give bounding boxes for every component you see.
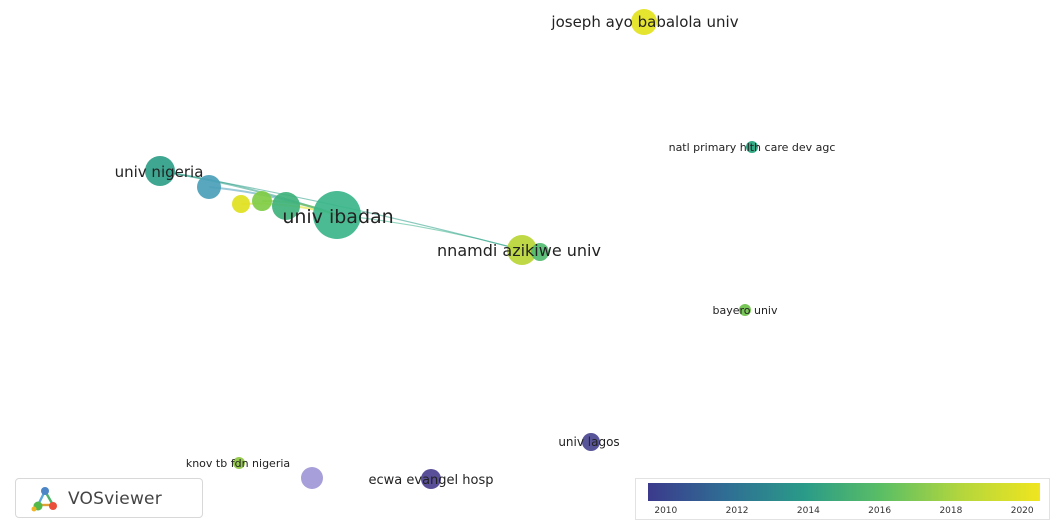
label-ecwa-evangel-hosp[interactable]: ecwa evangel hosp — [369, 473, 494, 488]
legend-tick-2010: 2010 — [654, 506, 678, 516]
legend-tick-2020: 2020 — [1010, 506, 1034, 516]
legend-tick-2018: 2018 — [939, 506, 963, 516]
node-nnamdi-azikiwe-satellite[interactable] — [531, 243, 549, 261]
legend-tick-2012: 2012 — [725, 506, 749, 516]
label-bayero-univ[interactable]: bayero univ — [712, 304, 778, 317]
node-natl-primary-hlth-care-dev-agc[interactable] — [746, 141, 758, 153]
legend-tick-2014: 2014 — [796, 506, 820, 516]
node-joseph-ayo-babalola-univ[interactable] — [631, 9, 657, 35]
node-univ-lagos[interactable] — [582, 433, 600, 451]
node-univ-ibadan[interactable] — [313, 191, 361, 239]
label-knov-tb-fdn-nigeria[interactable]: knov tb fdn nigeria — [186, 457, 290, 470]
label-univ-nigeria[interactable]: univ nigeria — [115, 163, 204, 181]
vosviewer-logo-text: VOSviewer — [68, 489, 162, 509]
color-legend: 2010 2012 2014 2016 2018 2020 — [635, 478, 1050, 520]
label-univ-ibadan[interactable]: univ ibadan — [282, 206, 393, 228]
node-ecwa-evangel-hosp[interactable] — [421, 469, 441, 489]
vosviewer-logo: VOSviewer — [15, 478, 203, 518]
label-joseph-ayo-babalola-univ[interactable]: joseph ayo babalola univ — [550, 13, 738, 31]
label-univ-lagos[interactable]: univ lagos — [558, 435, 619, 449]
node-nnamdi-azikiwe-univ[interactable] — [507, 235, 537, 265]
legend-gradient-bar — [648, 483, 1040, 501]
node-univ-ibadan-satellite-yellow[interactable] — [232, 195, 250, 213]
label-nnamdi-azikiwe-univ[interactable]: nnamdi azikiwe univ — [437, 241, 601, 260]
legend-ticks: 2010 2012 2014 2016 2018 2020 — [648, 506, 1040, 518]
vosviewer-logo-icon — [31, 487, 57, 512]
node-univ-ibadan-satellite-teal[interactable] — [272, 192, 300, 220]
node-knov-tb-fdn-nigeria[interactable] — [233, 457, 245, 469]
node-univ-ibadan-satellite-green[interactable] — [252, 191, 272, 211]
node-univ-nigeria[interactable] — [145, 156, 175, 186]
legend-tick-2016: 2016 — [868, 506, 892, 516]
labels-layer: joseph ayo babalola univ natl primary hlt… — [115, 13, 836, 488]
label-natl-primary-hlth-care-dev-agc[interactable]: natl primary hlth care dev agc — [669, 141, 836, 154]
node-bayero-univ[interactable] — [739, 304, 751, 316]
node-knov-satellite[interactable] — [301, 467, 323, 489]
node-univ-nigeria-satellite[interactable] — [197, 175, 221, 199]
nodes-layer — [145, 9, 758, 489]
